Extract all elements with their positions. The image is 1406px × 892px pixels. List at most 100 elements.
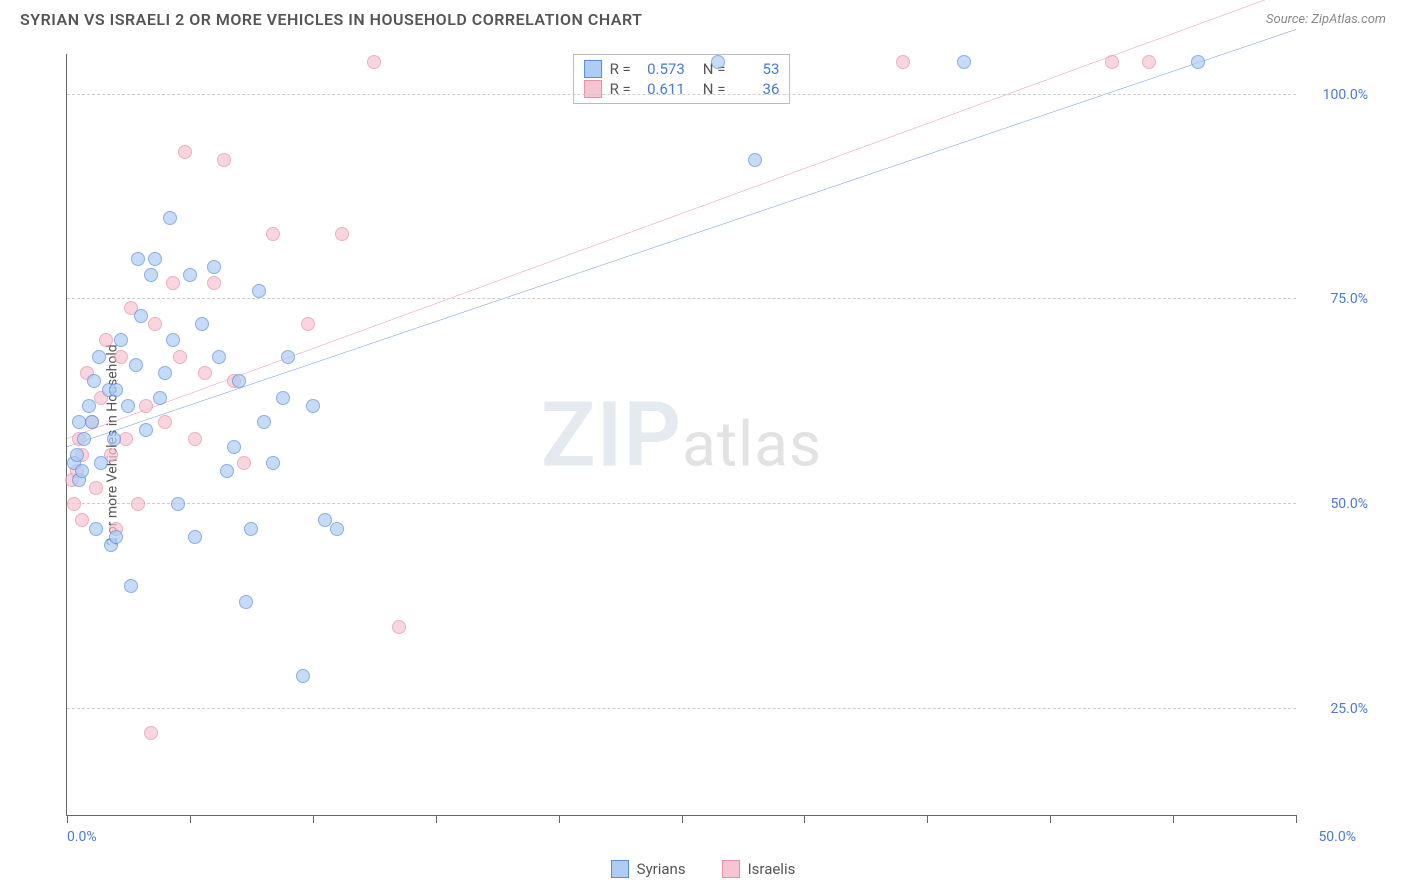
data-point-israelis (1142, 55, 1156, 69)
data-point-israelis (178, 145, 192, 159)
x-tick (1296, 815, 1297, 823)
r-value-syrians: 0.573 (639, 60, 685, 78)
trend-lines (67, 54, 1296, 815)
data-point-israelis (173, 350, 187, 364)
data-point-israelis (99, 333, 113, 347)
data-point-syrians (166, 333, 180, 347)
gridline (67, 708, 1296, 709)
data-point-israelis (148, 317, 162, 331)
x-tick (927, 815, 928, 823)
data-point-israelis (144, 726, 158, 740)
data-point-syrians (129, 358, 143, 372)
y-tick-label: 25.0% (1330, 701, 1368, 717)
data-point-israelis (198, 366, 212, 380)
y-tick-label: 75.0% (1330, 291, 1368, 307)
data-point-israelis (67, 497, 81, 511)
data-point-israelis (139, 399, 153, 413)
correlation-legend: R = 0.573 N = 53 R = 0.611 N = 36 (573, 54, 791, 104)
n-value-israelis: 36 (733, 80, 779, 98)
chart-title: SYRIAN VS ISRAELI 2 OR MORE VEHICLES IN … (20, 10, 642, 29)
swatch-israelis (722, 860, 740, 878)
data-point-syrians (109, 383, 123, 397)
legend-item-israelis: Israelis (722, 860, 796, 878)
data-point-israelis (89, 481, 103, 495)
data-point-syrians (144, 268, 158, 282)
data-point-syrians (195, 317, 209, 331)
data-point-syrians (1191, 55, 1205, 69)
plot-area: ZIP atlas R = 0.573 N = 53 R = 0.611 N =… (66, 54, 1296, 816)
series-legend: Syrians Israelis (0, 860, 1406, 878)
data-point-syrians (134, 309, 148, 323)
data-point-syrians (281, 350, 295, 364)
legend-item-syrians: Syrians (611, 860, 686, 878)
data-point-syrians (94, 456, 108, 470)
data-point-syrians (207, 260, 221, 274)
watermark: ZIP atlas (541, 382, 822, 487)
r-label: R = (610, 80, 631, 98)
data-point-israelis (131, 497, 145, 511)
x-tick (190, 815, 191, 823)
data-point-syrians (87, 374, 101, 388)
data-point-syrians (139, 423, 153, 437)
data-point-syrians (114, 333, 128, 347)
data-point-syrians (124, 579, 138, 593)
data-point-syrians (711, 55, 725, 69)
data-point-israelis (207, 276, 221, 290)
gridline (67, 298, 1296, 299)
x-tick (313, 815, 314, 823)
data-point-syrians (227, 440, 241, 454)
data-point-syrians (121, 399, 135, 413)
data-point-israelis (301, 317, 315, 331)
watermark-zip: ZIP (541, 382, 682, 487)
data-point-syrians (220, 464, 234, 478)
correlation-row-syrians: R = 0.573 N = 53 (584, 59, 780, 79)
data-point-syrians (306, 399, 320, 413)
data-point-syrians (232, 374, 246, 388)
data-point-israelis (119, 432, 133, 446)
y-tick-label: 100.0% (1323, 87, 1368, 103)
data-point-israelis (217, 153, 231, 167)
x-tick-label: 50.0% (1318, 829, 1356, 845)
data-point-israelis (335, 227, 349, 241)
y-tick-label: 50.0% (1330, 496, 1368, 512)
data-point-syrians (109, 530, 123, 544)
r-label: R = (610, 60, 631, 78)
data-point-syrians (330, 522, 344, 536)
x-tick (559, 815, 560, 823)
legend-label-israelis: Israelis (748, 860, 796, 878)
swatch-israelis (584, 80, 602, 98)
data-point-syrians (158, 366, 172, 380)
data-point-israelis (114, 350, 128, 364)
data-point-syrians (148, 252, 162, 266)
gridline (67, 94, 1296, 95)
data-point-israelis (392, 620, 406, 634)
data-point-syrians (957, 55, 971, 69)
data-point-syrians (266, 456, 280, 470)
data-point-syrians (257, 415, 271, 429)
swatch-syrians (584, 60, 602, 78)
data-point-israelis (266, 227, 280, 241)
data-point-syrians (75, 464, 89, 478)
data-point-syrians (77, 432, 91, 446)
data-point-syrians (183, 268, 197, 282)
correlation-row-israelis: R = 0.611 N = 36 (584, 79, 780, 99)
data-point-israelis (1105, 55, 1119, 69)
data-point-syrians (296, 669, 310, 683)
data-point-syrians (171, 497, 185, 511)
data-point-israelis (166, 276, 180, 290)
data-point-syrians (188, 530, 202, 544)
data-point-israelis (158, 415, 172, 429)
x-tick (67, 815, 68, 823)
data-point-israelis (75, 513, 89, 527)
data-point-syrians (89, 522, 103, 536)
data-point-syrians (163, 211, 177, 225)
data-point-syrians (131, 252, 145, 266)
source-attribution: Source: ZipAtlas.com (1266, 12, 1386, 27)
n-label: N = (703, 80, 726, 98)
x-tick (804, 815, 805, 823)
watermark-atlas: atlas (682, 408, 822, 481)
data-point-israelis (237, 456, 251, 470)
data-point-syrians (85, 415, 99, 429)
legend-label-syrians: Syrians (637, 860, 686, 878)
x-tick (1173, 815, 1174, 823)
